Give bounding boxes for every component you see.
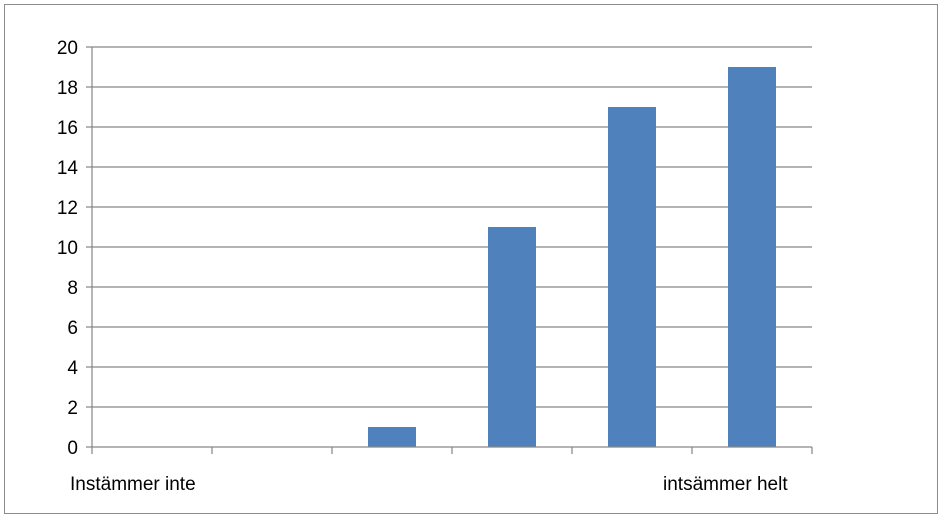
x-axis bbox=[91, 47, 813, 454]
y-tick-label: 18 bbox=[57, 78, 78, 99]
y-tick-label: 2 bbox=[67, 398, 78, 419]
y-tick-label: 0 bbox=[67, 438, 78, 459]
chart-frame bbox=[4, 4, 938, 514]
y-axis-ticks: 0 2 4 6 8 10 12 14 16 18 20 bbox=[57, 38, 92, 459]
y-tick-label: 6 bbox=[67, 318, 78, 339]
y-tick-label: 12 bbox=[57, 198, 78, 219]
bar bbox=[608, 107, 656, 447]
y-tick-label: 20 bbox=[57, 38, 78, 59]
y-tick-label: 10 bbox=[57, 238, 78, 259]
x-axis-left-label: Instämmer inte bbox=[70, 474, 196, 495]
gridlines bbox=[92, 46, 812, 408]
x-axis-right-label: intsämmer helt bbox=[663, 474, 788, 495]
y-tick-label: 4 bbox=[67, 358, 78, 379]
bars bbox=[368, 67, 776, 447]
y-tick-label: 8 bbox=[67, 278, 78, 299]
bar bbox=[728, 67, 776, 447]
y-tick-label: 14 bbox=[57, 158, 79, 179]
bar bbox=[368, 427, 416, 447]
y-tick-label: 16 bbox=[57, 118, 78, 139]
bar bbox=[488, 227, 536, 447]
